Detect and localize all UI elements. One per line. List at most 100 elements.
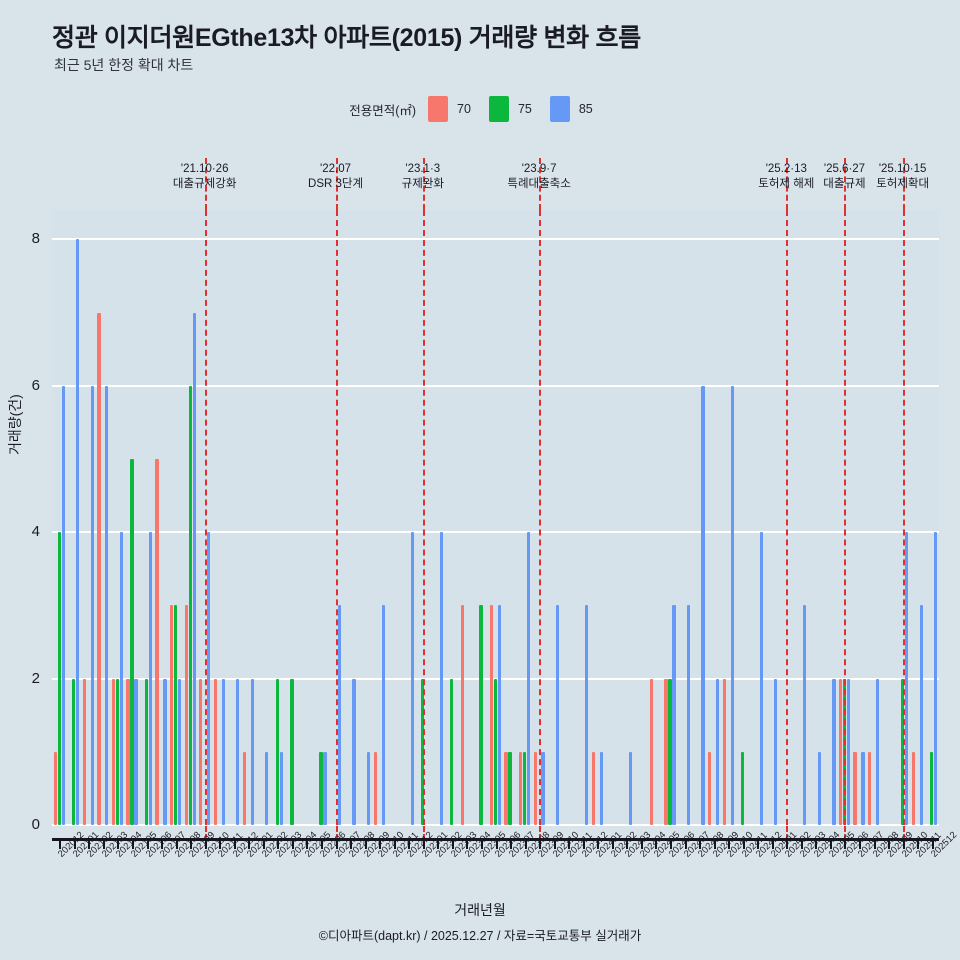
bar-202110-85[interactable] <box>207 532 211 825</box>
legend-item-85[interactable]: 85 <box>549 96 593 122</box>
bar-202202-85[interactable] <box>265 751 269 825</box>
bar-202302-85[interactable] <box>439 532 443 825</box>
bar-202201-85[interactable] <box>250 678 254 825</box>
x-tick-202108 <box>175 838 178 849</box>
bar-202506-85[interactable] <box>846 678 851 825</box>
bar-202506-70[interactable] <box>838 678 843 825</box>
bar-202508-85[interactable] <box>875 678 880 825</box>
event-text: 대출규제강화 <box>172 178 237 190</box>
bar-202309-85[interactable] <box>541 751 545 825</box>
bar-202407-85[interactable] <box>686 605 691 825</box>
x-tick-202410 <box>728 838 731 849</box>
bar-202306-85[interactable] <box>497 605 502 825</box>
bar-202209-85[interactable] <box>367 751 371 825</box>
bar-202111-70[interactable] <box>213 678 217 825</box>
bar-202207-85[interactable] <box>337 605 342 825</box>
bar-202505-85[interactable] <box>832 678 836 825</box>
bar-202306-70[interactable] <box>489 605 494 825</box>
bar-202107-70[interactable] <box>155 458 159 825</box>
bar-202103-70[interactable] <box>97 312 101 825</box>
bar-202410-70[interactable] <box>722 678 726 825</box>
bar-202108-70[interactable] <box>170 605 174 825</box>
bar-202508-70[interactable] <box>867 751 872 825</box>
bar-202104-85[interactable] <box>119 532 123 825</box>
bar-202012-85[interactable] <box>61 385 65 825</box>
bar-202108-75[interactable] <box>173 605 178 825</box>
bar-202309-70[interactable] <box>533 751 537 825</box>
bar-202212-85[interactable] <box>410 532 414 825</box>
bar-202106-75[interactable] <box>144 678 149 825</box>
bar-202208-85[interactable] <box>352 678 356 825</box>
bar-202210-85[interactable] <box>381 605 385 825</box>
bar-202406-70[interactable] <box>664 678 668 825</box>
bar-202109-75[interactable] <box>188 385 192 825</box>
bar-202403-85[interactable] <box>628 751 632 825</box>
bar-202109-85[interactable] <box>192 312 196 825</box>
bar-202408-85[interactable] <box>701 385 705 825</box>
bar-202303-75[interactable] <box>450 678 454 825</box>
bar-202103-85[interactable] <box>105 385 109 825</box>
legend-item-75[interactable]: 75 <box>488 96 532 122</box>
bar-202406-85[interactable] <box>672 605 676 825</box>
bar-202108-85[interactable] <box>177 678 182 825</box>
bar-202512-85[interactable] <box>934 532 938 825</box>
bar-202511-70[interactable] <box>911 751 915 825</box>
bar-202409-70[interactable] <box>708 751 712 825</box>
bar-202307-75[interactable] <box>508 751 512 825</box>
bar-202104-75[interactable] <box>115 678 120 825</box>
bar-202201-70[interactable] <box>242 751 246 825</box>
bar-202105-85[interactable] <box>134 678 138 825</box>
bar-202210-70[interactable] <box>373 751 377 825</box>
bar-202401-70[interactable] <box>591 751 595 825</box>
bar-202106-85[interactable] <box>148 532 153 825</box>
bar-202102-70[interactable] <box>82 678 86 825</box>
bar-202102-85[interactable] <box>90 385 94 825</box>
bar-202501-85[interactable] <box>774 678 778 825</box>
bar-202308-85[interactable] <box>526 532 531 825</box>
bar-202206-75[interactable] <box>319 751 323 825</box>
bar-202012-70[interactable] <box>53 751 57 825</box>
bar-202203-75[interactable] <box>275 678 279 825</box>
bar-202112-85[interactable] <box>236 678 240 825</box>
bar-202405-70[interactable] <box>649 678 654 825</box>
bar-202411-75[interactable] <box>741 751 745 825</box>
bar-202512-75[interactable] <box>930 751 934 825</box>
bar-202105-70[interactable] <box>126 678 130 825</box>
bar-202206-85[interactable] <box>323 751 327 825</box>
bar-202204-75[interactable] <box>290 678 294 825</box>
event-label-202110: '21.10·26 대출규제강화 <box>173 162 236 192</box>
bar-202107-85[interactable] <box>163 678 167 825</box>
bar-202111-85[interactable] <box>221 678 225 825</box>
bar-202409-85[interactable] <box>715 678 720 825</box>
bar-202012-75[interactable] <box>57 532 61 825</box>
x-tick-202501 <box>771 838 774 849</box>
bar-202406-75[interactable] <box>668 678 672 825</box>
bar-202307-70[interactable] <box>504 751 508 825</box>
bar-202401-85[interactable] <box>599 751 603 825</box>
legend-swatch-85 <box>549 96 570 122</box>
bar-202511-85[interactable] <box>919 605 923 825</box>
bar-202305-75[interactable] <box>479 605 483 825</box>
bar-202101-85[interactable] <box>76 239 80 825</box>
bar-202310-85[interactable] <box>556 605 560 825</box>
bar-202412-85[interactable] <box>759 532 763 825</box>
bar-202308-75[interactable] <box>522 751 527 825</box>
bar-202410-85[interactable] <box>730 385 734 825</box>
bar-202503-85[interactable] <box>803 605 807 825</box>
bar-202203-85[interactable] <box>279 751 283 825</box>
bar-202510-85[interactable] <box>905 532 909 825</box>
bar-202504-85[interactable] <box>817 751 821 825</box>
bar-202308-70[interactable] <box>519 751 523 825</box>
bar-202306-75[interactable] <box>493 678 498 825</box>
bar-202110-70[interactable] <box>199 678 203 825</box>
bar-202109-70[interactable] <box>184 605 188 825</box>
bar-202507-85[interactable] <box>861 751 865 825</box>
bar-202105-75[interactable] <box>130 458 134 825</box>
bar-202507-70[interactable] <box>853 751 857 825</box>
bar-202304-70[interactable] <box>460 605 465 825</box>
legend-item-70[interactable]: 70 <box>428 96 471 122</box>
bar-202312-85[interactable] <box>585 605 589 825</box>
bar-202101-75[interactable] <box>72 678 76 825</box>
bar-202104-70[interactable] <box>111 678 116 825</box>
event-line-202309 <box>539 210 542 825</box>
